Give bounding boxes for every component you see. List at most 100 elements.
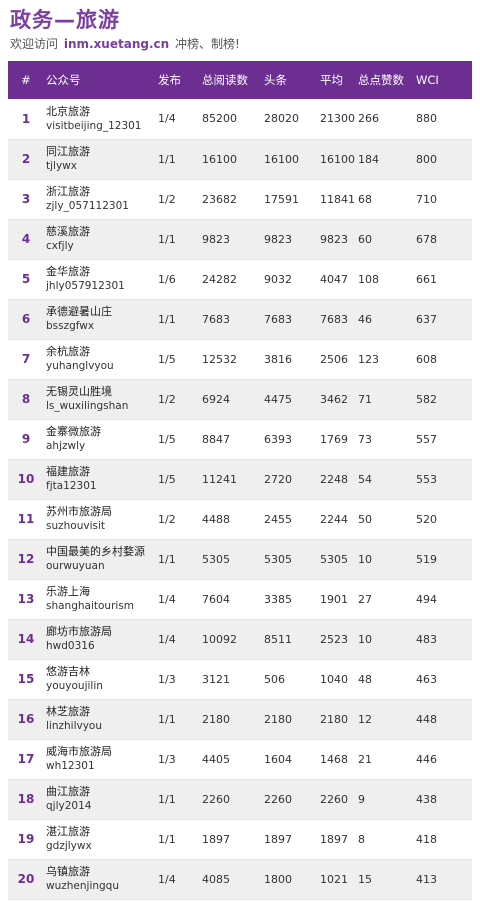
account-id: hwd0316	[46, 640, 95, 652]
account-name[interactable]: 承德避暑山庄	[46, 305, 112, 318]
col-average-header[interactable]: 平均	[320, 73, 343, 87]
table-row[interactable]: 3 浙江旅游 zjly_057112301 1/2 23682 17591 11841 68 7…	[8, 179, 472, 220]
table-row[interactable]: 13 乐游上海 shanghaitourism 1/4 7604 3385 1901 27 49…	[8, 579, 472, 620]
total-reads-cell: 2180	[200, 699, 262, 740]
account-id: jhly057912301	[46, 280, 125, 292]
likes-cell: 71	[356, 379, 414, 420]
table-row[interactable]: 15 悠游吉林 youyoujilin 1/3 3121 506 1040 48 463	[8, 659, 472, 700]
account-cell[interactable]: 余杭旅游 yuhanglvyou	[44, 339, 156, 380]
likes-cell: 48	[356, 659, 414, 700]
account-id: cxfjly	[46, 240, 74, 252]
average-cell: 2523	[318, 619, 356, 660]
site-link[interactable]: inm.xuetang.cn	[63, 37, 170, 51]
table-row[interactable]: 20 乌镇旅游 wuzhenjingqu 1/4 4085 1800 1021 15 413	[8, 859, 472, 900]
publish-cell: 1/5	[156, 459, 200, 500]
account-cell[interactable]: 乐游上海 shanghaitourism	[44, 579, 156, 620]
account-name[interactable]: 林芝旅游	[46, 705, 90, 718]
account-cell[interactable]: 林芝旅游 linzhilvyou	[44, 699, 156, 740]
account-cell[interactable]: 苏州市旅游局 suzhouvisit	[44, 499, 156, 540]
wci-cell: 418	[414, 819, 472, 860]
account-cell[interactable]: 金寨微旅游 ahjzwly	[44, 419, 156, 460]
account-name[interactable]: 无锡灵山胜境	[46, 385, 112, 398]
publish-cell: 1/4	[156, 619, 200, 660]
account-cell[interactable]: 无锡灵山胜境 ls_wuxilingshan	[44, 379, 156, 420]
likes-cell: 46	[356, 299, 414, 340]
table-row[interactable]: 9 金寨微旅游 ahjzwly 1/5 8847 6393 1769 73 557	[8, 419, 472, 460]
account-name[interactable]: 湛江旅游	[46, 825, 90, 838]
col-headline-header[interactable]: 头条	[264, 73, 287, 87]
table-row[interactable]: 5 金华旅游 jhly057912301 1/6 24282 9032 4047 108 661	[8, 259, 472, 300]
account-cell[interactable]: 曲江旅游 qjly2014	[44, 779, 156, 820]
account-name[interactable]: 悠游吉林	[46, 665, 90, 678]
publish-cell: 1/5	[156, 419, 200, 460]
headline-cell: 8511	[262, 619, 318, 660]
account-name[interactable]: 福建旅游	[46, 465, 90, 478]
account-cell[interactable]: 悠游吉林 youyoujilin	[44, 659, 156, 700]
account-name[interactable]: 金华旅游	[46, 265, 90, 278]
table-row[interactable]: 16 林芝旅游 linzhilvyou 1/1 2180 2180 2180 12 448	[8, 699, 472, 740]
table-row[interactable]: 10 福建旅游 fjta12301 1/5 11241 2720 2248 54 553	[8, 459, 472, 500]
account-cell[interactable]: 威海市旅游局 wh12301	[44, 739, 156, 780]
likes-cell: 184	[356, 139, 414, 180]
table-row[interactable]: 17 威海市旅游局 wh12301 1/3 4405 1604 1468 21 446	[8, 739, 472, 780]
col-rank-header[interactable]: #	[21, 73, 31, 87]
account-cell[interactable]: 中国最美的乡村婺源 ourwuyuan	[44, 539, 156, 580]
account-id: wuzhenjingqu	[46, 880, 119, 892]
total-reads-cell: 4405	[200, 739, 262, 780]
account-cell[interactable]: 同江旅游 tjlywx	[44, 139, 156, 180]
account-name[interactable]: 乌镇旅游	[46, 865, 90, 878]
account-name[interactable]: 乐游上海	[46, 585, 90, 598]
average-cell: 1021	[318, 859, 356, 900]
average-cell: 2244	[318, 499, 356, 540]
account-name[interactable]: 曲江旅游	[46, 785, 90, 798]
headline-cell: 2455	[262, 499, 318, 540]
headline-cell: 1800	[262, 859, 318, 900]
table-row[interactable]: 6 承德避暑山庄 bsszgfwx 1/1 7683 7683 7683 46 637	[8, 299, 472, 340]
total-reads-cell: 5305	[200, 539, 262, 580]
account-name[interactable]: 威海市旅游局	[46, 745, 112, 758]
account-cell[interactable]: 廊坊市旅游局 hwd0316	[44, 619, 156, 660]
account-name[interactable]: 慈溪旅游	[46, 225, 90, 238]
likes-cell: 73	[356, 419, 414, 460]
account-cell[interactable]: 北京旅游 visitbeijing_12301	[44, 99, 156, 140]
average-cell: 3462	[318, 379, 356, 420]
account-name[interactable]: 金寨微旅游	[46, 425, 101, 438]
account-cell[interactable]: 浙江旅游 zjly_057112301	[44, 179, 156, 220]
publish-cell: 1/3	[156, 659, 200, 700]
table-row[interactable]: 7 余杭旅游 yuhanglvyou 1/5 12532 3816 2506 123 608	[8, 339, 472, 380]
col-total-likes-header[interactable]: 总点赞数	[358, 73, 404, 87]
account-cell[interactable]: 乌镇旅游 wuzhenjingqu	[44, 859, 156, 900]
table-row[interactable]: 2 同江旅游 tjlywx 1/1 16100 16100 16100 184 800	[8, 139, 472, 180]
account-cell[interactable]: 慈溪旅游 cxfjly	[44, 219, 156, 260]
col-account-header[interactable]: 公众号	[46, 73, 81, 87]
col-publish-header[interactable]: 发布	[158, 73, 181, 87]
table-row[interactable]: 8 无锡灵山胜境 ls_wuxilingshan 1/2 6924 4475 3462 71 5…	[8, 379, 472, 420]
account-cell[interactable]: 金华旅游 jhly057912301	[44, 259, 156, 300]
account-cell[interactable]: 承德避暑山庄 bsszgfwx	[44, 299, 156, 340]
account-name[interactable]: 浙江旅游	[46, 185, 90, 198]
table-row[interactable]: 18 曲江旅游 qjly2014 1/1 2260 2260 2260 9 438	[8, 779, 472, 820]
headline-cell: 9823	[262, 219, 318, 260]
account-cell[interactable]: 福建旅游 fjta12301	[44, 459, 156, 500]
account-name[interactable]: 中国最美的乡村婺源	[46, 545, 145, 558]
account-name[interactable]: 苏州市旅游局	[46, 505, 112, 518]
account-id: wh12301	[46, 760, 95, 772]
account-name[interactable]: 余杭旅游	[46, 345, 90, 358]
account-cell[interactable]: 湛江旅游 gdzjlywx	[44, 819, 156, 860]
table-row[interactable]: 1 北京旅游 visitbeijing_12301 1/4 85200 28020 2130…	[8, 99, 472, 140]
table-row[interactable]: 11 苏州市旅游局 suzhouvisit 1/2 4488 2455 2244 50 520	[8, 499, 472, 540]
table-row[interactable]: 19 湛江旅游 gdzjlywx 1/1 1897 1897 1897 8 418	[8, 819, 472, 860]
col-wci-header[interactable]: WCI	[416, 73, 439, 87]
publish-cell: 1/1	[156, 819, 200, 860]
table-row[interactable]: 14 廊坊市旅游局 hwd0316 1/4 10092 8511 2523 10 483	[8, 619, 472, 660]
table-row[interactable]: 12 中国最美的乡村婺源 ourwuyuan 1/1 5305 5305 5305 10 519	[8, 539, 472, 580]
account-name[interactable]: 廊坊市旅游局	[46, 625, 112, 638]
account-name[interactable]: 北京旅游	[46, 104, 90, 118]
publish-cell: 1/1	[156, 779, 200, 820]
table-row[interactable]: 4 慈溪旅游 cxfjly 1/1 9823 9823 9823 60 678	[8, 219, 472, 260]
account-name[interactable]: 同江旅游	[46, 145, 90, 158]
likes-cell: 10	[356, 539, 414, 580]
col-total-reads-header[interactable]: 总阅读数	[202, 73, 248, 87]
total-reads-cell: 9823	[200, 219, 262, 260]
total-reads-cell: 16100	[200, 139, 262, 180]
